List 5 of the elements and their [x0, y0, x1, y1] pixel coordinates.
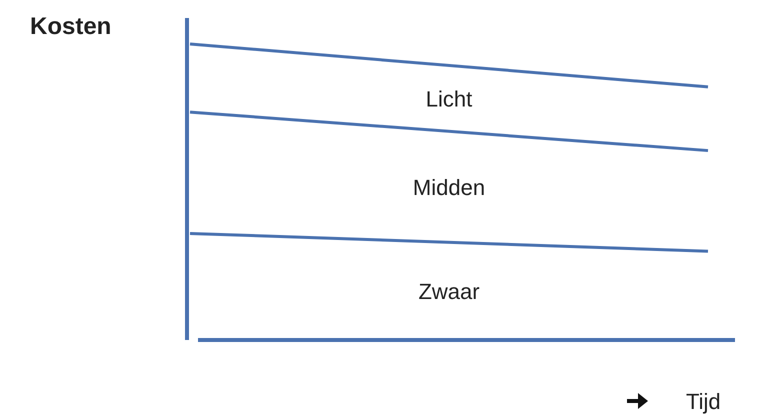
x-axis-title: Tijd [686, 389, 721, 414]
annotation: Zwaar [418, 279, 480, 304]
annotation: Licht [426, 86, 472, 112]
annotation: Midden [412, 174, 486, 200]
y-axis-title: Kosten [30, 13, 112, 40]
